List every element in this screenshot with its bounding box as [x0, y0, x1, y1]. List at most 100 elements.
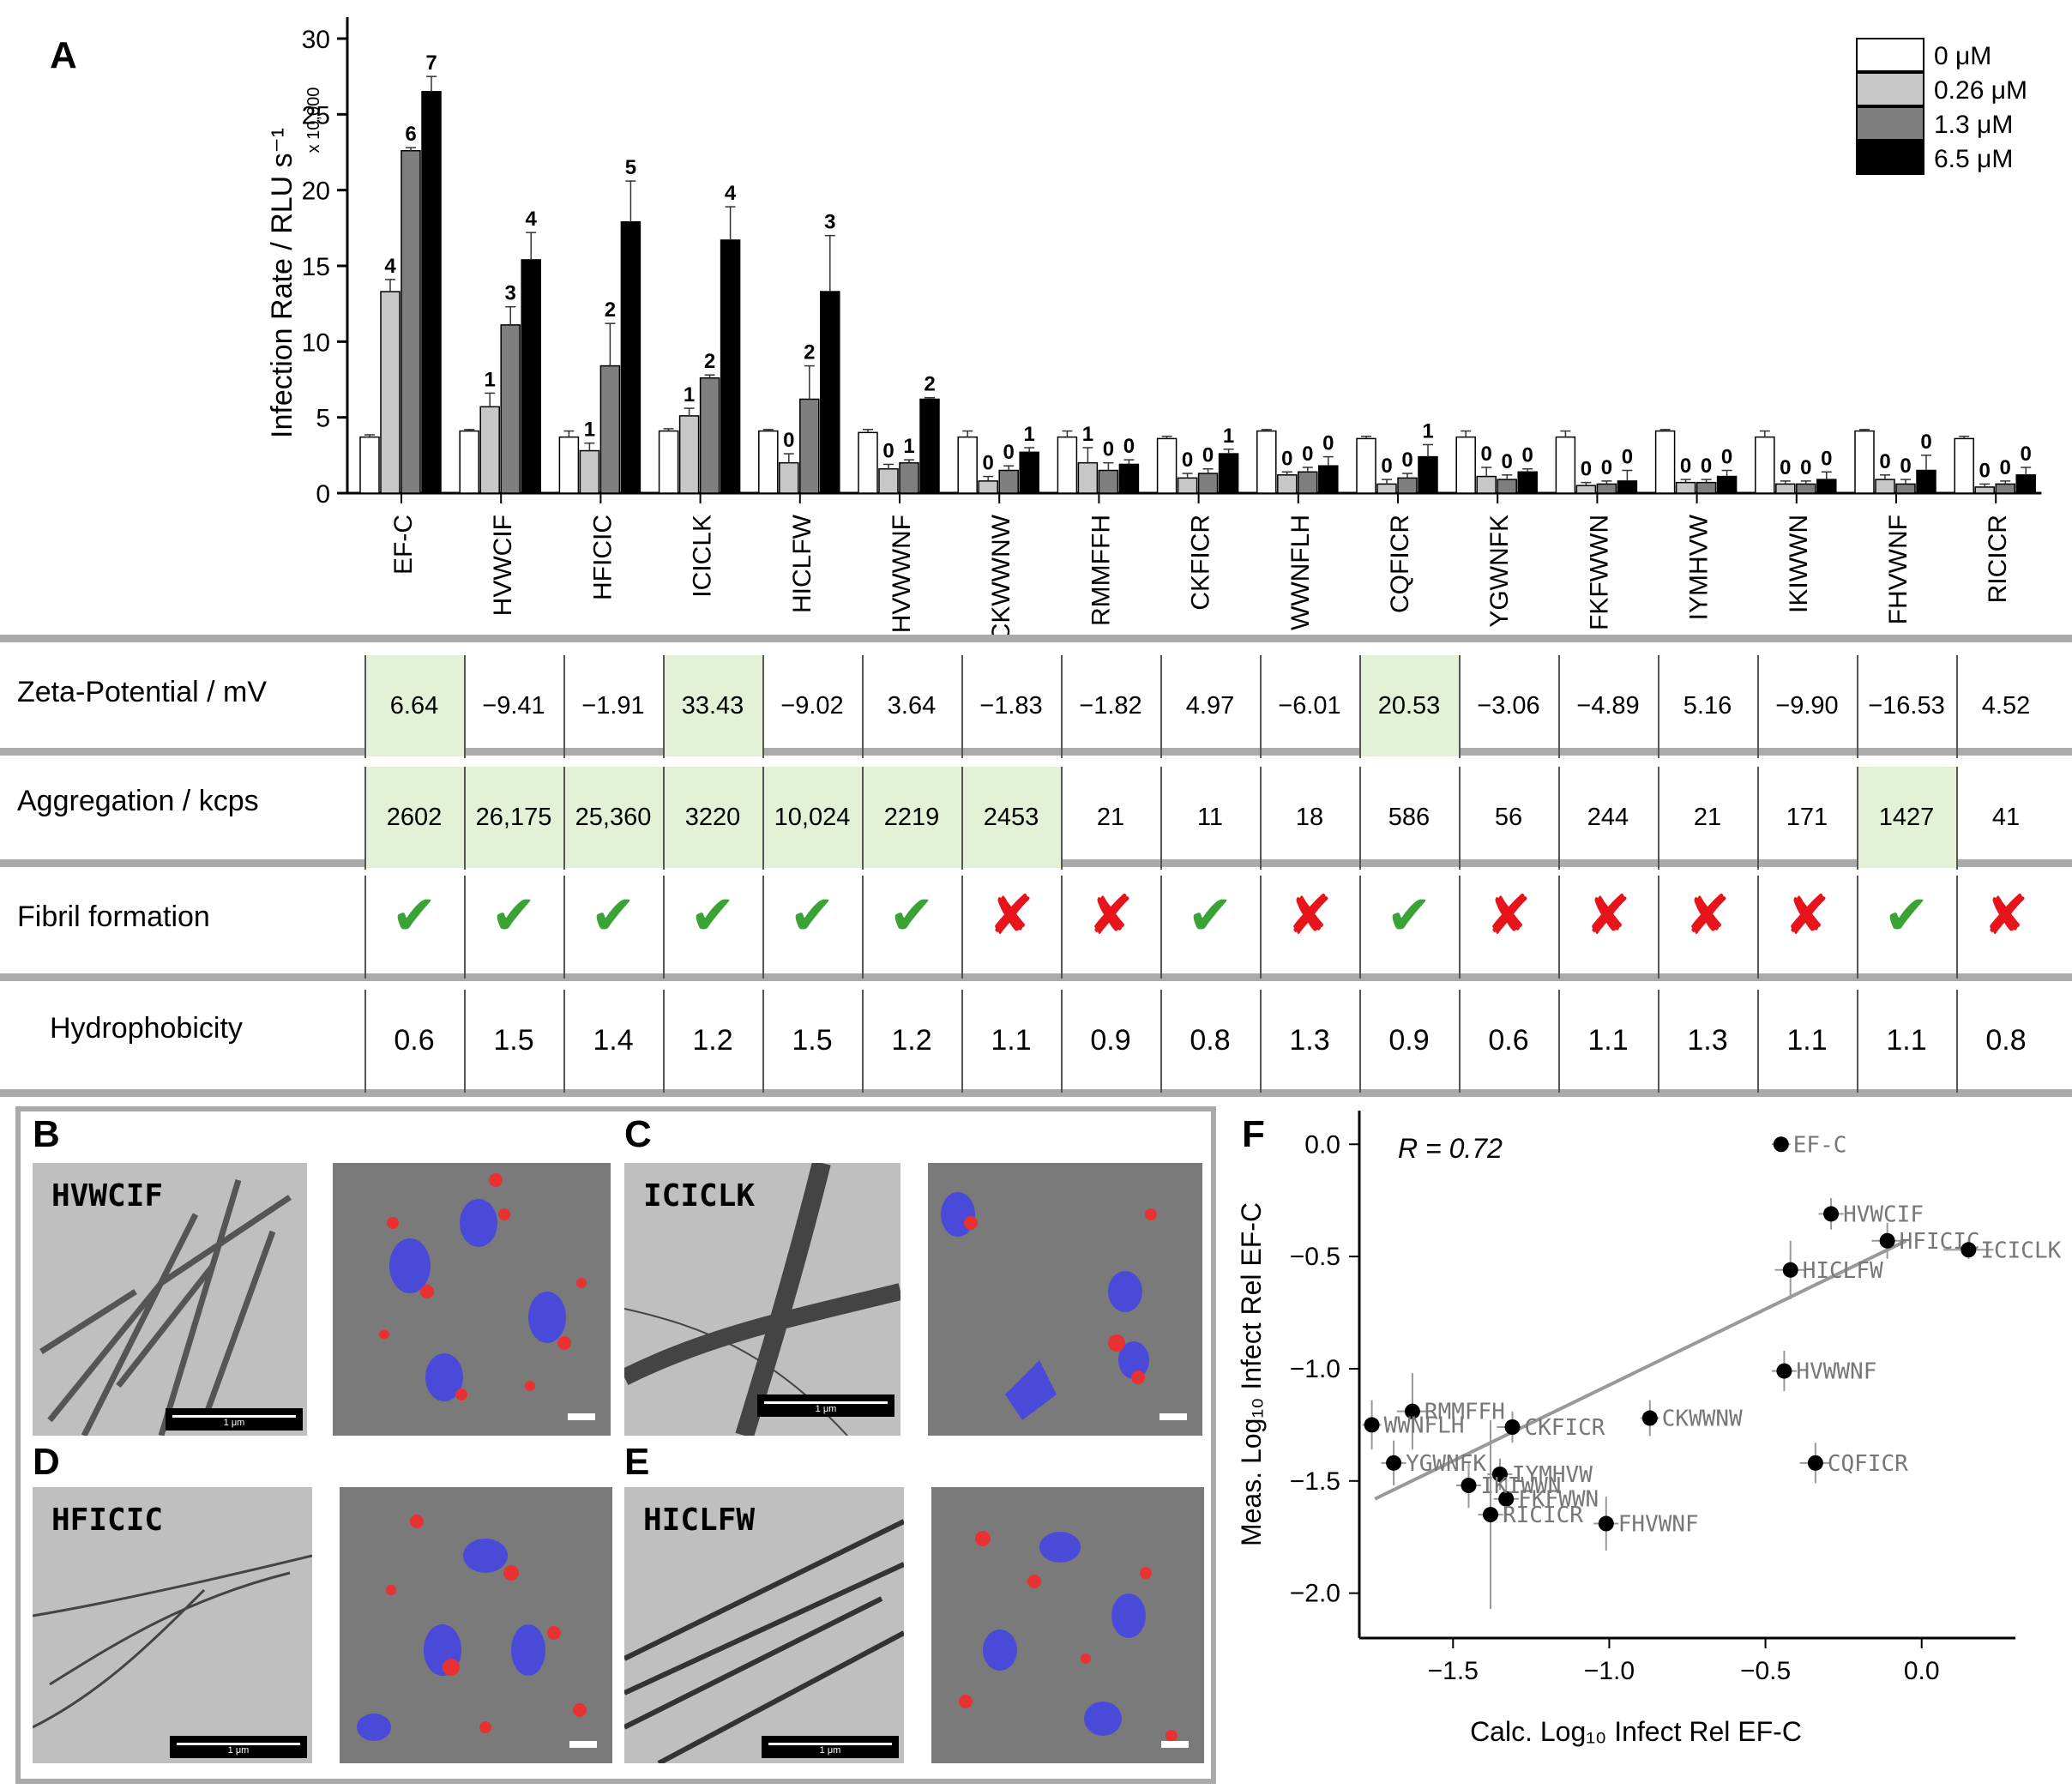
significance-label: 4 [526, 208, 538, 231]
cell-fibril: ✔ [663, 876, 762, 977]
bar [1118, 463, 1140, 494]
data-point [1641, 1410, 1658, 1426]
legend-swatch [1856, 141, 1924, 175]
cell-zeta: −4.89 [1576, 692, 1640, 720]
x-tick-label: RMMFFH [1087, 515, 1115, 626]
fit-line [1374, 1238, 1907, 1501]
data-point [1386, 1455, 1402, 1471]
significance-label: 0 [2000, 456, 2011, 479]
bar [1057, 436, 1078, 494]
bar [1854, 430, 1875, 494]
significance-label: 1 [684, 383, 695, 407]
cell-drawing [379, 1173, 587, 1401]
cell-hydro: 1.3 [1687, 1024, 1728, 1057]
row-label-zeta: Zeta-Potential / mV [17, 676, 268, 708]
cell-hydro: 0.9 [1090, 1024, 1131, 1057]
cell-agg: 11 [1196, 804, 1224, 831]
x-tick-label: FKFWWN [1585, 515, 1613, 630]
x-tick-label: YGWNFK [1485, 515, 1514, 628]
x-tick-label: IKIWWN [1785, 515, 1813, 613]
cell-zeta: −3.06 [1477, 692, 1540, 720]
cell-zeta: 4.52 [1981, 692, 2031, 720]
bar [1197, 473, 1219, 494]
data-point [1773, 1136, 1789, 1153]
x-tick-label: WWNFLH [1286, 515, 1315, 630]
significance-label: 2 [605, 298, 616, 322]
bar [380, 291, 401, 494]
column-divider [1857, 655, 1858, 758]
column-divider [1160, 990, 1162, 1093]
cell-zeta: 33.43 [663, 655, 762, 756]
cell-drawing [941, 1192, 1157, 1420]
significance-label: 1 [903, 435, 914, 458]
cell-hydro: 1.5 [792, 1024, 833, 1057]
cell-agg: 21 [1693, 804, 1722, 831]
column-divider [862, 767, 864, 870]
y-tick-label: −2.0 [1290, 1580, 1340, 1608]
y-tick-label: 5 [316, 405, 330, 433]
cell-zeta: 3.64 [887, 692, 937, 720]
column-divider [1359, 767, 1361, 870]
cell-zeta: −1.91 [581, 692, 645, 720]
bar [1654, 430, 1676, 494]
column-divider [1658, 876, 1659, 979]
significance-label: 0 [1103, 438, 1114, 461]
column-divider [563, 876, 565, 979]
significance-label: 0 [1182, 449, 1193, 472]
cell-hydro: 1.1 [1786, 1024, 1828, 1057]
bar [1617, 480, 1638, 494]
peptide-label-d: HFICIC [51, 1503, 164, 1538]
bar [620, 221, 641, 494]
fibril-drawing [39, 1178, 292, 1436]
check-icon: ✔ [789, 884, 835, 946]
column-divider [1359, 655, 1361, 758]
x-tick-label: −0.5 [1740, 1657, 1791, 1685]
bar [1696, 481, 1717, 494]
cell-agg: 18 [1295, 804, 1324, 831]
cell-agg: 41 [1991, 804, 2021, 831]
cell-agg: 2602 [364, 767, 464, 868]
cell-fibril: ✘ [1658, 876, 1757, 977]
bar [1455, 436, 1476, 494]
data-point [1404, 1403, 1420, 1419]
bar [1177, 477, 1198, 494]
data-point [1364, 1417, 1380, 1433]
panel-label-e: E [624, 1441, 650, 1483]
x-tick-label: HICLFW [788, 514, 816, 613]
bar [978, 480, 998, 494]
cell-hydro: 1.1 [991, 1024, 1032, 1057]
peptide-label-e: HICLFW [643, 1503, 756, 1538]
cell-agg: 586 [1388, 804, 1431, 831]
significance-label: 0 [1123, 435, 1135, 458]
cell-hydro: 1.3 [1289, 1024, 1330, 1057]
bar [421, 91, 442, 494]
cell-agg: 2453 [961, 767, 1061, 868]
tem-image-hficic: HFICIC 1 μm [33, 1487, 312, 1763]
y-tick-label: 30 [302, 26, 330, 54]
column-divider [762, 990, 764, 1093]
bar [899, 461, 919, 494]
significance-label: 1 [1082, 423, 1093, 446]
check-icon: ✔ [1187, 884, 1233, 946]
cell-zeta: −1.82 [1079, 692, 1142, 720]
significance-label: 0 [1622, 446, 1633, 469]
point-label: IKIWWN [1481, 1473, 1562, 1499]
cell-agg: 56 [1494, 804, 1523, 831]
bar [479, 406, 500, 494]
column-divider [1061, 876, 1063, 979]
cell-agg: 244 [1587, 804, 1629, 831]
bar [1954, 437, 1974, 494]
tem-image-iciclk: ICICLK 1 μm [624, 1163, 900, 1436]
significance-label: 0 [1401, 449, 1412, 472]
column-divider [1160, 767, 1162, 870]
bar [678, 415, 700, 494]
column-divider [1558, 655, 1560, 758]
fluorescence-image-c [928, 1163, 1202, 1436]
bar [758, 430, 779, 494]
significance-label: 0 [1680, 455, 1691, 478]
column-divider [1558, 876, 1560, 979]
x-tick-label: EF-C [389, 515, 418, 575]
row-label-hydro: Hydrophobicity [50, 1012, 243, 1045]
data-point [1782, 1262, 1798, 1278]
point-label: CQFICR [1828, 1451, 1908, 1477]
